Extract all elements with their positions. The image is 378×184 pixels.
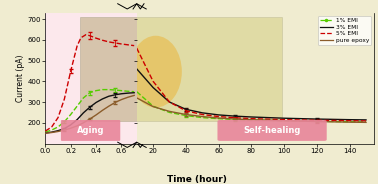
FancyBboxPatch shape [61, 120, 120, 141]
FancyBboxPatch shape [217, 120, 327, 141]
Y-axis label: Current (pA): Current (pA) [16, 54, 25, 102]
Bar [80, 17, 137, 121]
Ellipse shape [130, 36, 182, 108]
Legend: 1% EMI, 3% EMI, 5% EMI, pure epoxy: 1% EMI, 3% EMI, 5% EMI, pure epoxy [318, 16, 371, 45]
Text: Self-healing: Self-healing [243, 126, 301, 135]
Text: Aging: Aging [77, 126, 104, 135]
Text: Time (hour): Time (hour) [167, 175, 226, 184]
Bar [134, 17, 282, 121]
